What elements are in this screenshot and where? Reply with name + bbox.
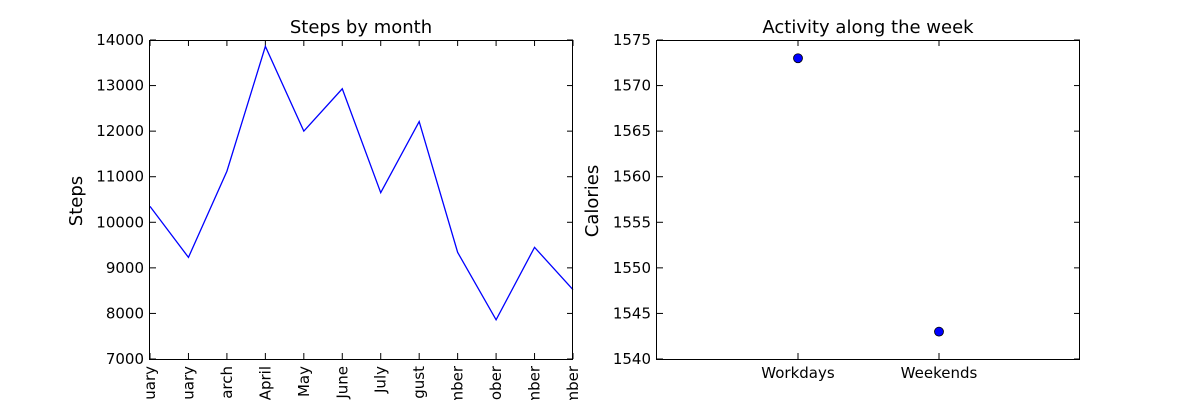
steps-series-line (149, 44, 574, 322)
steps-x-tick-label: mber (526, 365, 544, 400)
calories-y-tick-label: 1550 (613, 259, 651, 277)
steps-x-tick-label: July (372, 366, 390, 394)
steps-y-tick-label: 14000 (96, 31, 144, 49)
calories-y-tick-label: 1565 (613, 122, 651, 140)
calories-y-tick-labels: 1540 1545 1550 1555 1560 1565 1570 1575 (613, 31, 651, 368)
steps-x-tick-label: ober (487, 365, 505, 400)
steps-x-tick-label: mber (564, 365, 582, 400)
steps-plot-frame (149, 40, 573, 360)
steps-y-tick-label: 7000 (106, 350, 144, 368)
steps-x-tick-label: arch (218, 366, 236, 399)
calories-y-tick-label: 1560 (613, 168, 651, 186)
steps-axis-ticks (149, 39, 574, 360)
steps-y-tick-label: 8000 (106, 304, 144, 322)
activity-points (793, 53, 944, 337)
calories-y-tick-label: 1575 (613, 31, 651, 49)
activity-chart-title: Activity along the week (762, 17, 974, 38)
activity-x-tick-label: Weekends (901, 364, 978, 382)
steps-y-tick-label: 9000 (106, 259, 144, 277)
activity-point (934, 326, 944, 337)
calories-y-tick-label: 1540 (613, 350, 651, 368)
steps-chart: Steps by month Steps 7000 8000 9000 10000 11… (66, 17, 582, 400)
calories-y-tick-label: 1555 (613, 213, 651, 231)
steps-y-tick-label: 12000 (96, 122, 144, 140)
calories-y-axis-label: Calories (582, 165, 603, 237)
steps-y-tick-label: 11000 (96, 168, 144, 186)
calories-y-tick-label: 1570 (613, 77, 651, 95)
steps-x-tick-label: May (295, 366, 313, 397)
steps-x-tick-label: April (256, 366, 274, 400)
activity-plot-frame (656, 40, 1080, 360)
steps-x-tick-label: ugust (410, 366, 428, 400)
steps-y-axis-label: Steps (66, 176, 87, 226)
activity-x-tick-label: Workdays (761, 364, 835, 382)
steps-y-tick-labels: 7000 8000 9000 10000 11000 12000 13000 14000 (96, 31, 144, 368)
steps-x-tick-labels: uary uary arch April May June July ugust mber obe… (141, 365, 582, 400)
activity-chart: Activity along the week Calories 1540154… (582, 17, 1080, 382)
steps-x-tick-label: uary (179, 366, 197, 400)
activity-axis-ticks (657, 39, 1080, 360)
calories-y-tick-label: 1545 (613, 304, 651, 322)
steps-y-tick-label: 10000 (96, 213, 144, 231)
steps-y-tick-label: 13000 (96, 77, 144, 95)
activity-point (793, 53, 803, 64)
steps-chart-title: Steps by month (290, 17, 432, 38)
steps-x-tick-label: uary (141, 366, 159, 400)
steps-x-tick-label: June (333, 366, 351, 400)
activity-x-tick-labels: Workdays Weekends (761, 364, 977, 382)
steps-x-tick-label: mber (449, 365, 467, 400)
